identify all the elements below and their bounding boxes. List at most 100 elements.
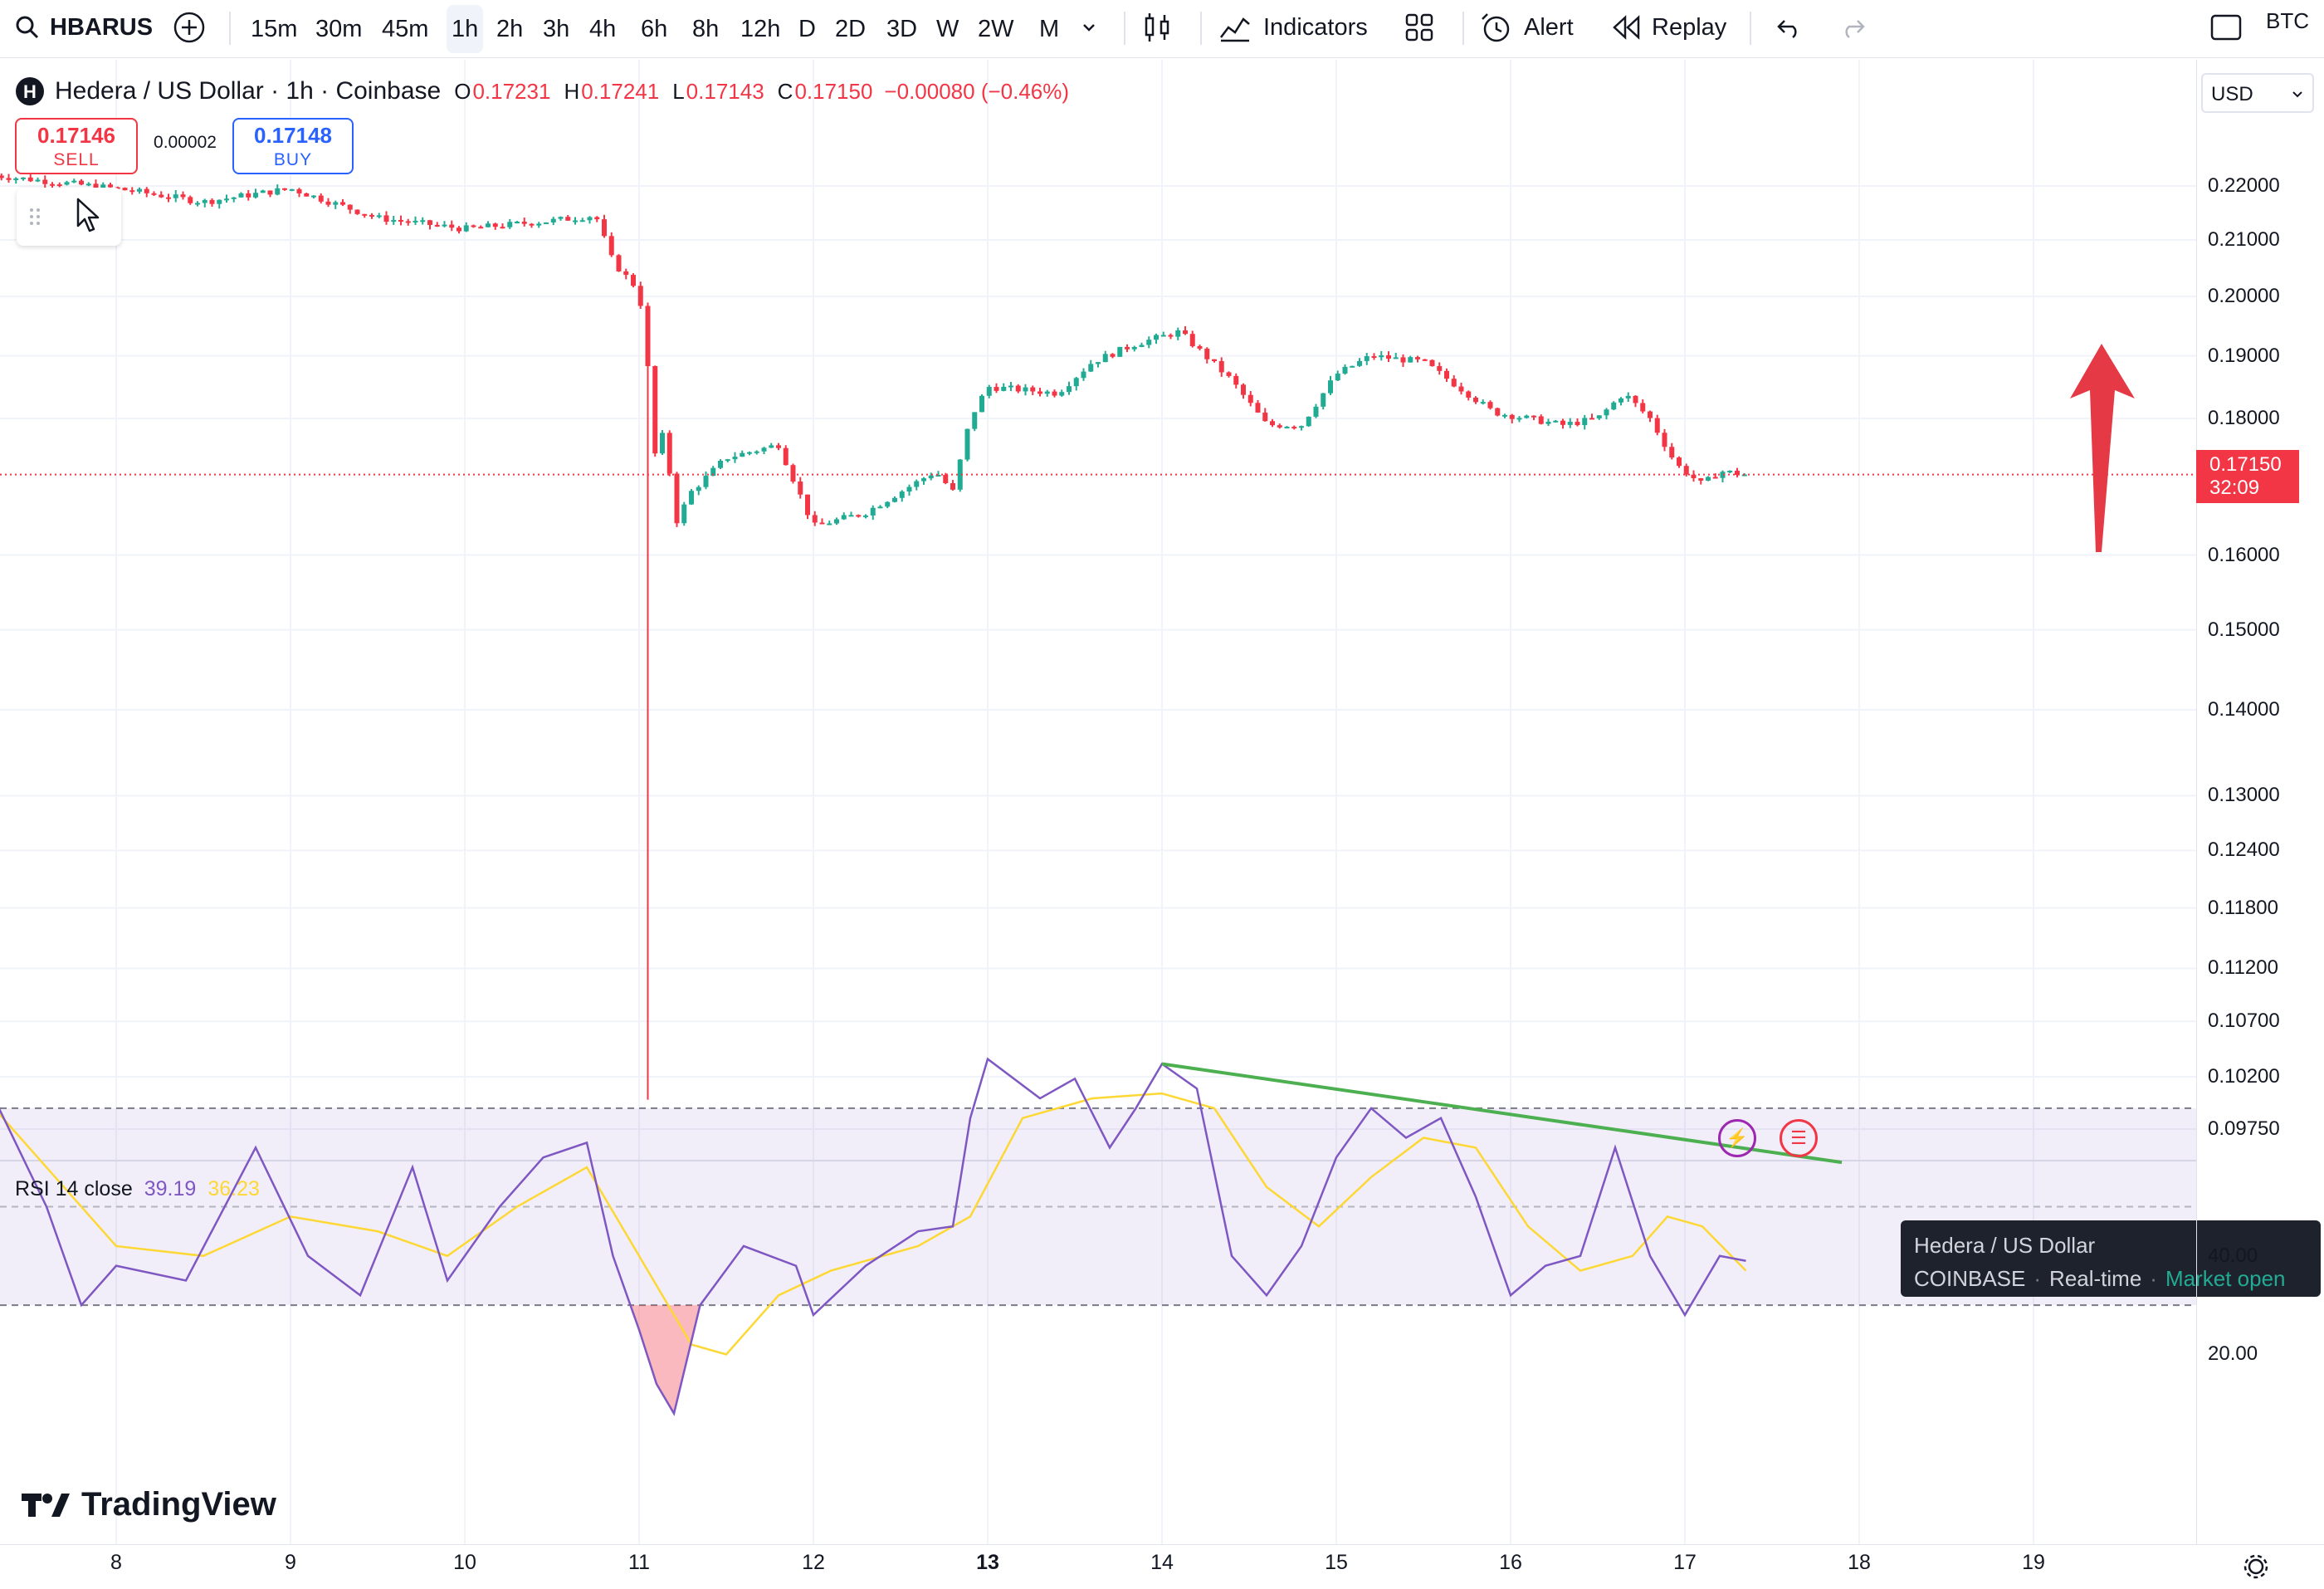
candle-body bbox=[1393, 357, 1399, 359]
arrow-cursor-icon[interactable] bbox=[71, 196, 105, 237]
interval-12h[interactable]: 12h bbox=[740, 15, 781, 42]
interval-w[interactable]: W bbox=[936, 15, 959, 42]
rsi-value: 39.19 bbox=[144, 1177, 197, 1200]
search-icon bbox=[16, 16, 39, 39]
interval-2h[interactable]: 2h bbox=[496, 15, 524, 42]
candle-body bbox=[928, 475, 934, 479]
interval-2d[interactable]: 2D bbox=[835, 15, 867, 42]
interval-3d[interactable]: 3D bbox=[886, 15, 918, 42]
candle-body bbox=[1117, 346, 1123, 357]
interval-1h[interactable]: 1h bbox=[447, 5, 484, 53]
layouts-button[interactable] bbox=[1404, 0, 1434, 55]
price-label: 0.21000 bbox=[2208, 227, 2280, 251]
spread-value: 0.00002 bbox=[154, 133, 217, 152]
tradingview-logo[interactable]: TradingView bbox=[20, 1486, 276, 1523]
indicators-label: Indicators bbox=[1263, 13, 1368, 41]
sell-button[interactable]: 0.17146 SELL bbox=[15, 118, 138, 174]
replay-button[interactable]: Replay bbox=[1612, 0, 1726, 55]
toolbar-divider bbox=[1750, 12, 1751, 45]
candle-body bbox=[1081, 371, 1086, 379]
watchlist-symbol[interactable]: BTC bbox=[2266, 7, 2309, 33]
candle-body bbox=[100, 184, 106, 190]
rsi-scale-label: 20.00 bbox=[2208, 1342, 2258, 1366]
candle-body bbox=[558, 217, 564, 219]
candle-body bbox=[1712, 477, 1718, 479]
interval-30m[interactable]: 30m bbox=[315, 15, 363, 42]
current-price: 0.17150 bbox=[2209, 452, 2282, 476]
chart-pane[interactable] bbox=[0, 60, 2196, 1544]
candle-body bbox=[296, 188, 302, 193]
candle-body bbox=[405, 221, 411, 223]
indicators-chart-icon bbox=[1220, 17, 1250, 42]
candle-body bbox=[841, 515, 847, 520]
candle-body bbox=[1168, 335, 1174, 337]
time-label: 18 bbox=[1848, 1551, 1871, 1574]
buy-label: BUY bbox=[273, 150, 313, 169]
candle-body bbox=[1299, 426, 1304, 428]
interval-4h[interactable]: 4h bbox=[589, 15, 617, 42]
square-icon bbox=[2210, 14, 2242, 41]
price-scale[interactable] bbox=[2196, 60, 2324, 1544]
interval-15m[interactable]: 15m bbox=[251, 15, 298, 42]
candle-body bbox=[1466, 391, 1472, 398]
candle-body bbox=[1415, 357, 1420, 359]
candle-body bbox=[354, 209, 360, 214]
candle-body bbox=[1429, 359, 1435, 366]
settings-gear-icon[interactable] bbox=[2241, 1552, 2271, 1582]
interval-m[interactable]: M bbox=[1039, 15, 1060, 42]
interval-45m[interactable]: 45m bbox=[382, 15, 429, 42]
interval-d[interactable]: D bbox=[798, 15, 816, 42]
candle-body bbox=[1342, 366, 1348, 374]
candle-body bbox=[819, 522, 825, 525]
time-label: 13 bbox=[976, 1551, 999, 1574]
alert-label: Alert bbox=[1524, 13, 1574, 41]
redo-button[interactable] bbox=[1839, 0, 1866, 55]
indicators-button[interactable]: Indicators bbox=[1218, 0, 1368, 55]
currency-select[interactable]: USD bbox=[2201, 73, 2314, 113]
candle-body bbox=[979, 395, 984, 413]
buy-button[interactable]: 0.17148 BUY bbox=[232, 118, 354, 174]
cursor-tool-panel[interactable] bbox=[17, 188, 121, 246]
bar-countdown: 32:09 bbox=[2209, 476, 2260, 499]
interval-3h[interactable]: 3h bbox=[543, 15, 570, 42]
us-flag-icon[interactable]: ☰ bbox=[1780, 1119, 1818, 1157]
candle-body bbox=[108, 184, 113, 188]
symbol-search[interactable]: HBARUS bbox=[15, 0, 153, 55]
alert-button[interactable]: Alert bbox=[1479, 0, 1574, 55]
time-axis[interactable] bbox=[0, 1544, 2324, 1589]
time-label: 16 bbox=[1499, 1551, 1522, 1574]
candle-body bbox=[1357, 360, 1362, 366]
candle-body bbox=[1197, 345, 1203, 349]
candle-body bbox=[521, 222, 527, 224]
candle-body bbox=[1422, 359, 1428, 361]
candle-body bbox=[173, 194, 178, 198]
candle-body bbox=[325, 201, 331, 205]
candle-body bbox=[21, 177, 26, 179]
hedera-logo-icon: H bbox=[16, 77, 44, 105]
drag-handle-icon[interactable] bbox=[23, 188, 48, 246]
candle-body bbox=[42, 179, 48, 184]
interval-2w[interactable]: 2W bbox=[978, 15, 1014, 42]
candle-body bbox=[1582, 418, 1588, 426]
candle-body bbox=[848, 515, 854, 517]
undo-button[interactable] bbox=[1776, 0, 1803, 55]
compare-symbol-button[interactable] bbox=[173, 0, 206, 55]
rsi-legend[interactable]: RSI 14 close 39.19 36.23 bbox=[15, 1177, 271, 1201]
interval-8h[interactable]: 8h bbox=[692, 15, 720, 42]
candle-body bbox=[1262, 412, 1268, 422]
chart-type-button[interactable] bbox=[1142, 0, 1172, 55]
chart-canvas[interactable] bbox=[0, 60, 2196, 1544]
legend-title[interactable]: Hedera / US Dollar · 1h · Coinbase bbox=[55, 77, 442, 105]
rsi-ma-value: 36.23 bbox=[208, 1177, 260, 1200]
interval-dropdown-button[interactable] bbox=[1081, 0, 1097, 55]
lightning-icon[interactable]: ⚡ bbox=[1718, 1119, 1756, 1157]
interval-6h[interactable]: 6h bbox=[641, 15, 668, 42]
candle-body bbox=[420, 220, 426, 222]
candle-body bbox=[1531, 415, 1536, 418]
candle-body bbox=[442, 224, 447, 227]
candle-body bbox=[1683, 466, 1689, 475]
price-label: 0.22000 bbox=[2208, 174, 2280, 197]
fullscreen-button[interactable] bbox=[2209, 0, 2243, 55]
time-label: 12 bbox=[802, 1551, 825, 1574]
candle-body bbox=[1437, 365, 1443, 371]
